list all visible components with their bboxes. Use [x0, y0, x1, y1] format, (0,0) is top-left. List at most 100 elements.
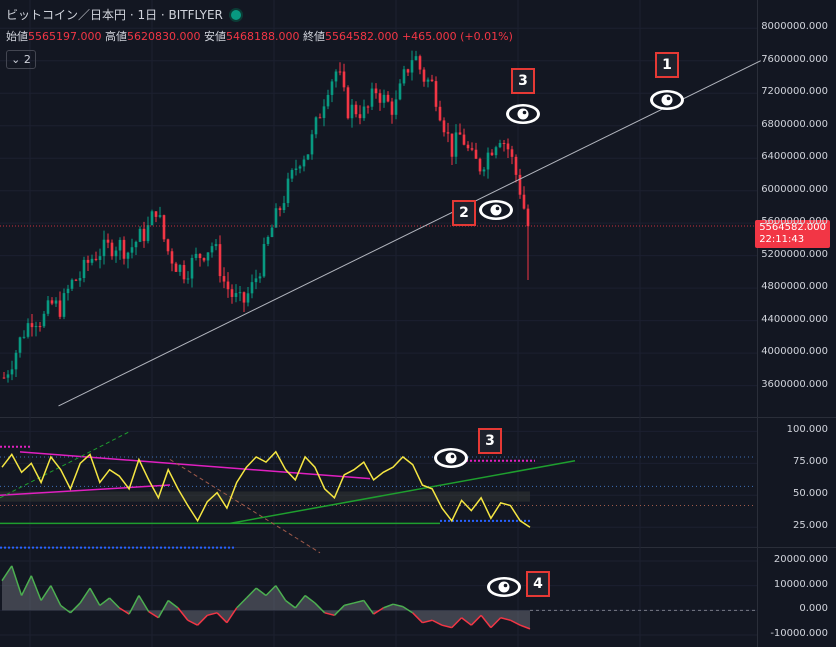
candle-body: [354, 104, 358, 115]
oscillator-line: [255, 587, 267, 597]
candle-body: [18, 337, 22, 353]
candle-body: [174, 263, 178, 272]
candle-body: [158, 215, 162, 217]
indicator-collapse-button[interactable]: ⌄ 2: [6, 50, 36, 69]
candle-body: [178, 265, 182, 272]
candle-body: [394, 99, 398, 115]
candle-body: [230, 289, 234, 297]
y-tick-label: 25.000: [793, 520, 828, 532]
candle-body: [374, 88, 378, 94]
candle-body: [362, 106, 366, 119]
candle-body: [382, 94, 386, 103]
oscillator-line: [79, 587, 91, 604]
candle-body: [406, 69, 410, 73]
candle-body: [182, 265, 186, 280]
y-tick-label: 4800000.000: [761, 281, 828, 293]
candle-body: [150, 211, 154, 226]
candle-body: [130, 247, 134, 253]
candle-body: [238, 292, 242, 294]
candle-body: [98, 256, 102, 260]
candle-body: [138, 228, 142, 242]
candle-body: [342, 71, 346, 88]
candle-body: [522, 194, 526, 209]
candle-body: [470, 148, 474, 150]
candle-body: [414, 56, 418, 61]
candle-body: [214, 244, 218, 247]
candle-body: [42, 313, 46, 327]
candle-body: [126, 252, 130, 259]
oscillator-line: [128, 595, 140, 615]
y-tick-label: 10000.000: [773, 578, 828, 590]
oscillator-line: [99, 597, 111, 607]
oscillator-line: [216, 612, 228, 624]
oscillator-line: [510, 619, 521, 626]
close-value: 5564582.000: [324, 30, 399, 43]
rsi-dashed-line: [0, 430, 131, 499]
oscillator-line: [304, 594, 316, 604]
candle-body: [118, 239, 122, 251]
candle-body: [454, 132, 458, 157]
candle-body: [514, 156, 518, 175]
candle-body: [422, 69, 426, 82]
candle-body: [206, 252, 210, 261]
candle-body: [402, 69, 406, 84]
candle-body: [478, 158, 482, 172]
y-tick-label: 0.000: [799, 603, 828, 615]
candle-body: [334, 71, 338, 82]
candle-body: [370, 88, 374, 107]
rsi-dashed-line: [169, 459, 321, 554]
candle-body: [82, 259, 86, 279]
candle-body: [458, 132, 462, 135]
candle-body: [510, 149, 514, 157]
oscillator-line: [285, 599, 296, 609]
candle-body: [366, 106, 370, 108]
oscillator-line: [490, 617, 502, 629]
candle-body: [190, 257, 194, 279]
open-value: 5565197.000: [28, 30, 102, 43]
candle-body: [2, 377, 6, 379]
oscillator-line: [138, 595, 150, 612]
oscillator-line: [1, 565, 13, 582]
y-tick-label: 6400000.000: [761, 151, 828, 163]
eye-icon: [506, 104, 540, 124]
candle-body: [114, 250, 118, 257]
candle-body: [210, 246, 214, 253]
marker-badge: 2: [452, 200, 476, 226]
candle-body: [218, 244, 222, 277]
candle-body: [250, 282, 254, 294]
candle-body: [326, 94, 330, 107]
candle-body: [58, 300, 62, 317]
oscillator-line: [207, 612, 218, 617]
candle-body: [526, 208, 530, 227]
candle-body: [426, 79, 430, 82]
candle-body: [350, 104, 354, 119]
oscillator-line: [109, 597, 120, 609]
change-value: +465.000 (+0.01%): [401, 30, 513, 43]
candle-body: [234, 293, 238, 297]
trendline: [58, 60, 761, 407]
candle-body: [222, 276, 226, 282]
marker-badge: 4: [526, 571, 550, 597]
oscillator-line: [353, 599, 364, 604]
candle-body: [410, 60, 414, 73]
oscillator-line: [236, 597, 247, 609]
candle-body: [186, 278, 190, 280]
candle-body: [282, 203, 286, 211]
oscillator-line: [294, 595, 306, 609]
marker-badge: 3: [511, 68, 535, 94]
market-status-icon: [230, 10, 241, 20]
high-label: 高値: [104, 30, 127, 43]
candle-body: [274, 208, 278, 228]
candle-body: [418, 56, 422, 70]
candle-body: [106, 239, 110, 243]
candle-body: [398, 83, 402, 100]
candle-body: [194, 253, 198, 258]
candle-body: [66, 288, 70, 294]
eye-icon: [487, 577, 521, 597]
oscillator-line: [314, 602, 326, 614]
candle-body: [442, 120, 446, 133]
candle-body: [310, 134, 314, 155]
oscillator-line: [392, 603, 404, 608]
